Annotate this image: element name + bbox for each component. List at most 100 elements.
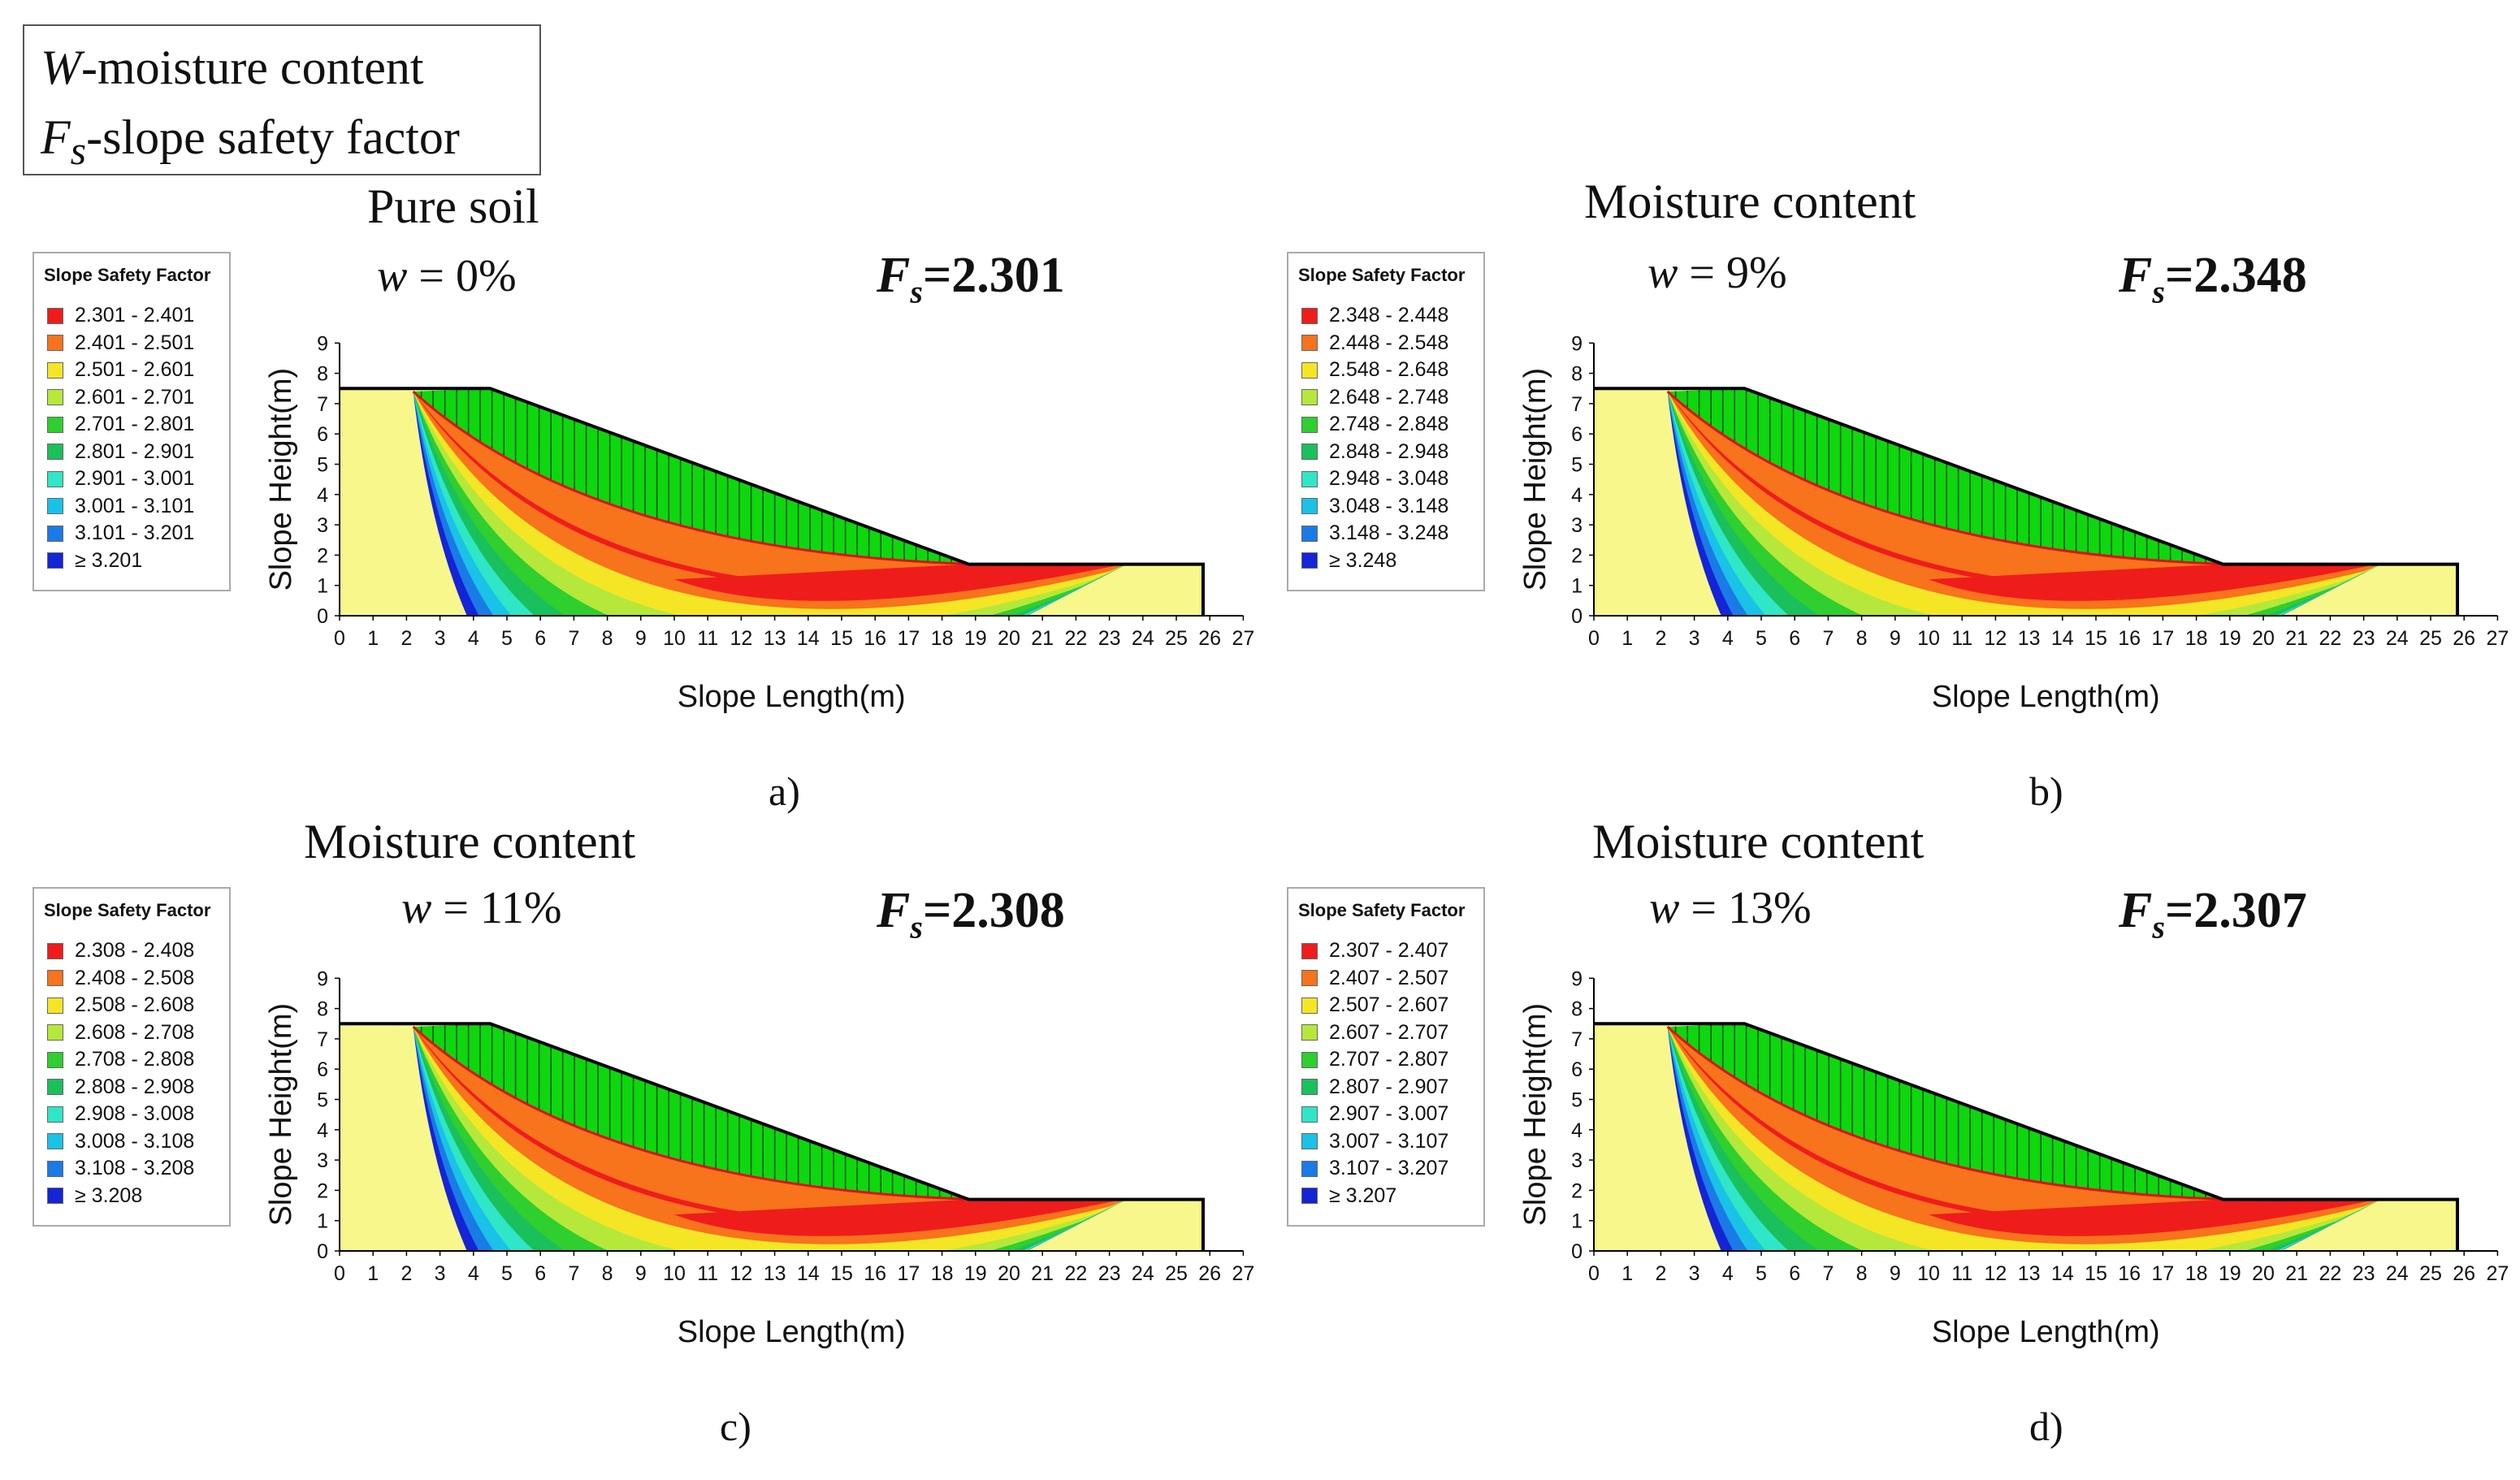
legend-swatch	[1301, 416, 1318, 433]
legend-label: 2.308 - 2.408	[75, 939, 195, 963]
x-tick-label: 23	[2353, 627, 2375, 650]
slope-outline	[1594, 1022, 2459, 1251]
y-tick-label: 2	[317, 544, 328, 567]
legend-label: ≥ 3.208	[75, 1184, 143, 1207]
y-tick-label: 7	[1571, 393, 1583, 416]
legend-label: 2.348 - 2.448	[1329, 304, 1449, 327]
legend-item: 3.148 - 3.248	[1301, 520, 1448, 547]
x-tick-label: 6	[535, 1262, 546, 1285]
legend-swatch	[47, 552, 63, 569]
slope-plot: 0 1 2 3 4 5 6 7 8 9 10 11 12 13 14 15 16 17 18 19 20 21 22 23 24…	[1518, 967, 2509, 1349]
x-tick-label: 17	[2151, 1262, 2174, 1285]
legend-item: 2.608 - 2.708	[47, 1019, 194, 1047]
legend-label: 2.601 - 2.701	[75, 385, 195, 409]
x-tick-label: 19	[2219, 627, 2241, 650]
y-axis-label: Slope Height(m)	[1518, 368, 1552, 591]
legend-item: 3.101 - 3.201	[47, 520, 194, 547]
legend-swatch	[1301, 307, 1318, 324]
fs-band-min	[1929, 564, 2378, 601]
y-tick-label: 4	[317, 1119, 328, 1142]
x-tick-label: 8	[1856, 627, 1868, 650]
y-axis-label: Slope Height(m)	[1518, 1003, 1552, 1227]
legend-label: 2.608 - 2.708	[75, 1020, 195, 1044]
legend-label: 2.708 - 2.808	[75, 1048, 195, 1071]
x-tick-label: 17	[897, 627, 920, 650]
x-tick-label: 22	[1064, 1262, 1087, 1285]
x-tick-label: 10	[1917, 627, 1940, 650]
x-tick-label: 24	[1132, 1262, 1154, 1285]
legend-swatch	[47, 307, 63, 324]
legend-item: 2.801 - 2.901	[47, 439, 194, 466]
moisture-label: w = 13%	[1649, 883, 1812, 933]
x-tick-label: 8	[1856, 1262, 1868, 1285]
legend-label: 2.507 - 2.607	[1329, 993, 1449, 1017]
x-tick-label: 21	[1031, 1262, 1054, 1285]
x-tick-label: 12	[1984, 1262, 2007, 1285]
y-axis-label: Slope Height(m)	[264, 1003, 298, 1227]
y-tick-label: 2	[317, 1179, 328, 1202]
x-tick-label: 17	[2151, 627, 2174, 650]
x-tick-label: 3	[1689, 627, 1700, 650]
x-tick-label: 1	[1622, 1262, 1633, 1285]
legend-label: 3.008 - 3.108	[75, 1129, 195, 1153]
y-tick-label: 6	[317, 1058, 328, 1081]
legend: Slope Safety Factor 2.308 - 2.408 2.408 - …	[32, 887, 231, 1227]
legend-swatch	[1301, 552, 1318, 569]
x-tick-label: 27	[2486, 1262, 2509, 1285]
safety-factor-label: Fs=2.308	[877, 883, 1065, 946]
y-tick-label: 1	[317, 575, 328, 598]
legend-swatch	[47, 498, 63, 515]
x-tick-label: 4	[468, 627, 479, 650]
y-tick-label: 6	[1571, 1058, 1583, 1081]
y-tick-label: 9	[317, 967, 328, 990]
x-tick-label: 2	[1655, 1262, 1666, 1285]
x-tick-label: 13	[2018, 1262, 2041, 1285]
legend-item: 2.707 - 2.807	[1301, 1046, 1448, 1074]
legend-label: 3.007 - 3.107	[1329, 1129, 1449, 1153]
legend-item: 2.808 - 2.908	[47, 1074, 194, 1101]
x-tick-label: 8	[602, 627, 613, 650]
x-tick-label: 9	[635, 1262, 647, 1285]
x-tick-label: 15	[830, 1262, 853, 1285]
x-tick-label: 22	[2319, 627, 2341, 650]
x-tick-label: 10	[1917, 1262, 1940, 1285]
safety-factor-label: Fs=2.348	[2119, 248, 2307, 310]
legend-item: 2.648 - 2.748	[1301, 384, 1448, 412]
y-tick-label: 8	[1571, 998, 1583, 1021]
x-tick-label: 21	[2285, 1262, 2308, 1285]
legend-label: ≥ 3.201	[75, 548, 143, 572]
x-tick-label: 5	[1756, 627, 1767, 650]
legend-swatch	[1301, 942, 1318, 959]
y-tick-label: 7	[317, 393, 328, 416]
y-tick-label: 5	[317, 1089, 328, 1112]
legend-item: 2.908 - 3.008	[47, 1101, 194, 1128]
x-tick-label: 23	[2353, 1262, 2375, 1285]
chart-title: Moisture content	[304, 815, 636, 868]
y-tick-label: 3	[1571, 1149, 1583, 1172]
legend-item: 2.307 - 2.407	[1301, 937, 1448, 965]
legend-label: 2.648 - 2.748	[1329, 385, 1449, 409]
legend-swatch	[1301, 1188, 1318, 1205]
x-tick-label: 3	[435, 627, 446, 650]
legend-swatch	[1301, 1133, 1318, 1150]
moisture-label: w = 9%	[1648, 248, 1787, 298]
x-tick-label: 14	[797, 627, 820, 650]
x-tick-label: 2	[401, 627, 412, 650]
x-tick-label: 10	[663, 1262, 686, 1285]
legend-label: 2.808 - 2.908	[75, 1075, 195, 1098]
x-axis-label: Slope Length(m)	[1932, 1315, 2160, 1349]
x-tick-label: 13	[2018, 627, 2041, 650]
legend-swatch	[1301, 1079, 1318, 1096]
legend-label: 2.907 - 3.007	[1329, 1102, 1449, 1126]
legend-item: 2.748 - 2.848	[1301, 411, 1448, 439]
legend-label: 2.401 - 2.501	[75, 331, 195, 354]
notation-box: W-moisture content Fs-slope safety facto…	[23, 24, 541, 175]
chart-panel-c: Slope Safety Factor 2.308 - 2.408 2.408 - …	[19, 814, 1275, 1449]
x-axis-label: Slope Length(m)	[678, 680, 906, 714]
legend-item: 3.048 - 3.148	[1301, 493, 1448, 521]
legend: Slope Safety Factor 2.301 - 2.401 2.401 - …	[32, 252, 231, 591]
legend-item: 2.548 - 2.648	[1301, 357, 1448, 384]
x-tick-label: 4	[1722, 1262, 1734, 1285]
x-tick-label: 0	[1588, 1262, 1600, 1285]
legend-swatch	[1301, 470, 1318, 487]
